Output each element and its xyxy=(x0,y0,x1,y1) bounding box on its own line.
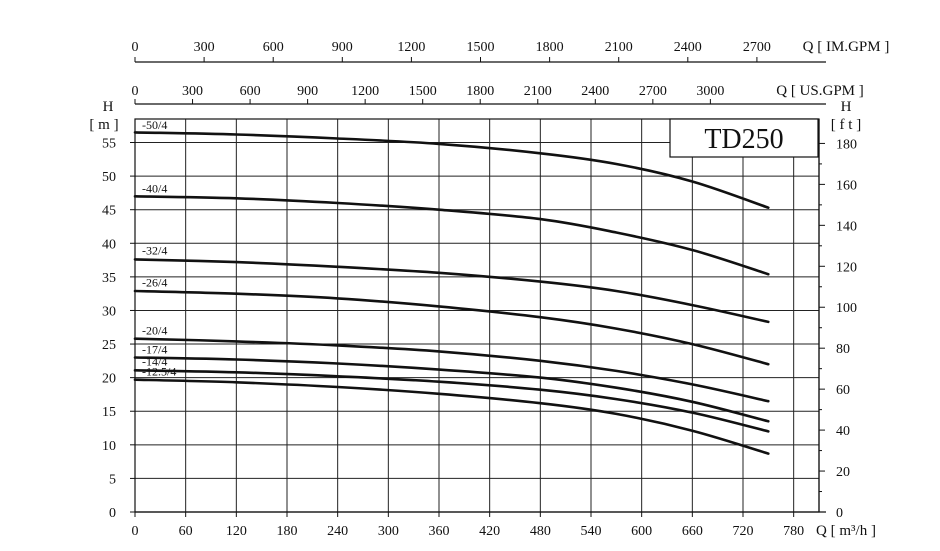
performance-curve xyxy=(133,369,770,433)
y-right-axis-unit: [ f t ] xyxy=(831,117,861,133)
performance-curve xyxy=(133,258,770,324)
curve-label: -32/4 xyxy=(142,244,167,258)
model-title-box: TD250 xyxy=(669,118,819,158)
y-left-tick-label: 40 xyxy=(102,237,116,252)
us-gpm-tick-label: 300 xyxy=(182,84,203,99)
im-gpm-tick-label: 600 xyxy=(263,40,284,55)
y-left-tick-label: 30 xyxy=(102,304,116,319)
us-gpm-tick-label: 3000 xyxy=(696,84,724,99)
model-title-frame xyxy=(669,118,819,158)
y-left-tick-label: 45 xyxy=(102,204,116,219)
x-tick-label: 720 xyxy=(733,524,754,539)
x-tick-label: 240 xyxy=(327,524,348,539)
y-right-tick-label: 60 xyxy=(836,383,850,398)
x-tick-label: 0 xyxy=(132,524,139,539)
performance-curve xyxy=(133,289,770,366)
axes: 0 60 120 180 240 300 360 420 480 540 600 660 720 780 Q… xyxy=(89,39,889,539)
curve-label: -12.5/4 xyxy=(142,365,176,379)
curve-label: -20/4 xyxy=(142,324,167,338)
y-right-tick-label: 20 xyxy=(836,465,850,480)
y-left-tick-label: 20 xyxy=(102,372,116,387)
y-left-tick-label: 25 xyxy=(102,338,116,353)
x-tick-label: 480 xyxy=(530,524,551,539)
y-right-tick-label: 140 xyxy=(836,219,857,234)
x-tick-label: 180 xyxy=(277,524,298,539)
y-right-axis-title: H xyxy=(841,99,852,115)
us-gpm-tick-label: 2100 xyxy=(524,84,552,99)
im-gpm-tick-label: 300 xyxy=(194,40,215,55)
us-gpm-tick-label: 2700 xyxy=(639,84,667,99)
curve-label: -17/4 xyxy=(142,342,167,356)
curve-label: -26/4 xyxy=(142,275,167,289)
im-gpm-tick-label: 1200 xyxy=(397,40,425,55)
y-left-tick-label: 50 xyxy=(102,170,116,185)
performance-curve xyxy=(133,337,770,403)
im-gpm-tick-label: 1500 xyxy=(467,40,495,55)
model-title: TD250 xyxy=(704,124,783,155)
x-tick-label: 540 xyxy=(581,524,602,539)
grid xyxy=(135,119,819,512)
performance-curve xyxy=(133,195,770,276)
y-right-tick-label: 160 xyxy=(836,178,857,193)
y-left-tick-label: 5 xyxy=(109,472,116,487)
x-tick-label: 600 xyxy=(631,524,652,539)
y-right-tick-label: 80 xyxy=(836,342,850,357)
im-gpm-tick-label: 2100 xyxy=(605,40,633,55)
us-gpm-tick-label: 1500 xyxy=(409,84,437,99)
performance-curve xyxy=(133,378,770,455)
us-gpm-tick-label: 1200 xyxy=(351,84,379,99)
curve-label: -40/4 xyxy=(142,181,167,195)
performance-curve xyxy=(133,131,770,209)
us-gpm-tick-label: 1800 xyxy=(466,84,494,99)
us-gpm-tick-label: 2400 xyxy=(581,84,609,99)
im-gpm-tick-label: 1800 xyxy=(536,40,564,55)
performance-curves xyxy=(133,131,770,455)
performance-curve xyxy=(133,356,770,423)
im-gpm-tick-label: 900 xyxy=(332,40,353,55)
y-left-tick-label: 0 xyxy=(109,506,116,521)
curve-label: -14/4 xyxy=(142,355,167,369)
y-left-tick-label: 10 xyxy=(102,439,116,454)
y-right-tick-label: 0 xyxy=(836,506,843,521)
y-right-tick-label: 40 xyxy=(836,424,850,439)
us-gpm-axis-title: Q [ US.GPM ] xyxy=(776,83,864,99)
x-axis-title: Q [ m³/h ] xyxy=(816,523,876,539)
y-left-tick-label: 35 xyxy=(102,271,116,286)
x-tick-label: 360 xyxy=(429,524,450,539)
y-left-axis-title: H xyxy=(103,99,114,115)
us-gpm-tick-label: 0 xyxy=(132,84,139,99)
curve-labels: -50/4 -40/4 -32/4 -26/4 -20/4 -17/4-14/4-12.5… xyxy=(142,118,176,379)
y-left-tick-label: 15 xyxy=(102,405,116,420)
y-right-tick-label: 120 xyxy=(836,260,857,275)
x-tick-label: 60 xyxy=(179,524,193,539)
x-tick-label: 420 xyxy=(479,524,500,539)
plot-frame xyxy=(134,118,820,513)
y-right-tick-label: 100 xyxy=(836,301,857,316)
curve-label: -50/4 xyxy=(142,118,167,132)
x-tick-label: 780 xyxy=(783,524,804,539)
y-right-tick-label: 180 xyxy=(836,137,857,152)
x-tick-label: 300 xyxy=(378,524,399,539)
im-gpm-tick-label: 2700 xyxy=(743,40,771,55)
us-gpm-tick-label: 900 xyxy=(297,84,318,99)
y-left-axis-unit: [ m ] xyxy=(89,117,118,133)
x-tick-label: 120 xyxy=(226,524,247,539)
x-tick-label: 660 xyxy=(682,524,703,539)
im-gpm-axis-title: Q [ IM.GPM ] xyxy=(803,39,890,55)
us-gpm-tick-label: 600 xyxy=(240,84,261,99)
im-gpm-tick-label: 0 xyxy=(132,40,139,55)
y-left-tick-label: 55 xyxy=(102,137,116,152)
im-gpm-tick-label: 2400 xyxy=(674,40,702,55)
